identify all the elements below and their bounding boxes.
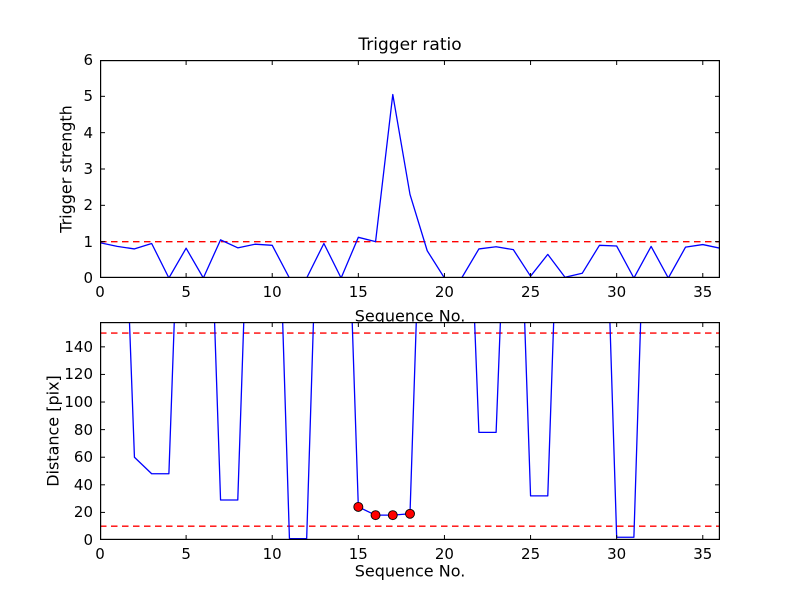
y-tick-label: 5: [83, 87, 93, 106]
y-tick-label: 0: [83, 531, 93, 549]
x-tick-label: 15: [348, 545, 368, 563]
x-tick-label: 15: [348, 283, 368, 301]
bottom-chart-x-axis-label: Sequence No.: [354, 561, 466, 581]
x-tick-label: 10: [262, 283, 282, 301]
y-tick-label: 0: [83, 269, 93, 287]
selected-points-marker: [387, 510, 398, 521]
chart-title: Trigger ratio: [358, 35, 462, 55]
y-tick-label: 6: [83, 51, 93, 69]
top-chart-plot: [100, 60, 720, 278]
bottom-chart: 0 20 40 60 80 100 120 140 0 5 10 15 20 25 30 35 Distanc…: [44, 322, 720, 581]
x-tick-label: 0: [95, 283, 105, 301]
bottom-chart-plot: [100, 322, 720, 540]
x-tick-label: 0: [95, 545, 105, 563]
y-tick-label: 140: [64, 337, 93, 356]
trigger-strength-line: [100, 93, 720, 278]
x-tick-label: 35: [693, 283, 713, 301]
y-tick-label: 20: [73, 503, 93, 522]
y-tick-label: 1: [83, 232, 93, 251]
x-tick-label: 20: [434, 545, 454, 563]
x-tick-label: 25: [521, 545, 541, 563]
top-chart: 0 1 2 3 4 5 6 0 5 10 15 20 25 30 35 Trigger ratio Trig…: [57, 35, 720, 326]
x-tick-label: 35: [693, 545, 713, 563]
top-chart-x-axis-label: Sequence No.: [354, 306, 466, 326]
selected-points-marker: [370, 510, 381, 521]
selected-points-marker: [353, 501, 364, 512]
x-tick-label: 30: [607, 283, 627, 301]
x-tick-label: 5: [181, 545, 191, 563]
x-tick-label: 10: [262, 545, 282, 563]
x-tick-label: 25: [521, 283, 541, 301]
x-tick-label: 20: [434, 283, 454, 301]
bottom-chart-y-axis-label: Distance [pix]: [43, 375, 63, 487]
top-chart-y-axis-label: Trigger strength: [56, 105, 76, 233]
x-tick-label: 5: [181, 283, 191, 301]
x-tick-label: 30: [607, 545, 627, 563]
selected-points-marker: [405, 508, 415, 519]
